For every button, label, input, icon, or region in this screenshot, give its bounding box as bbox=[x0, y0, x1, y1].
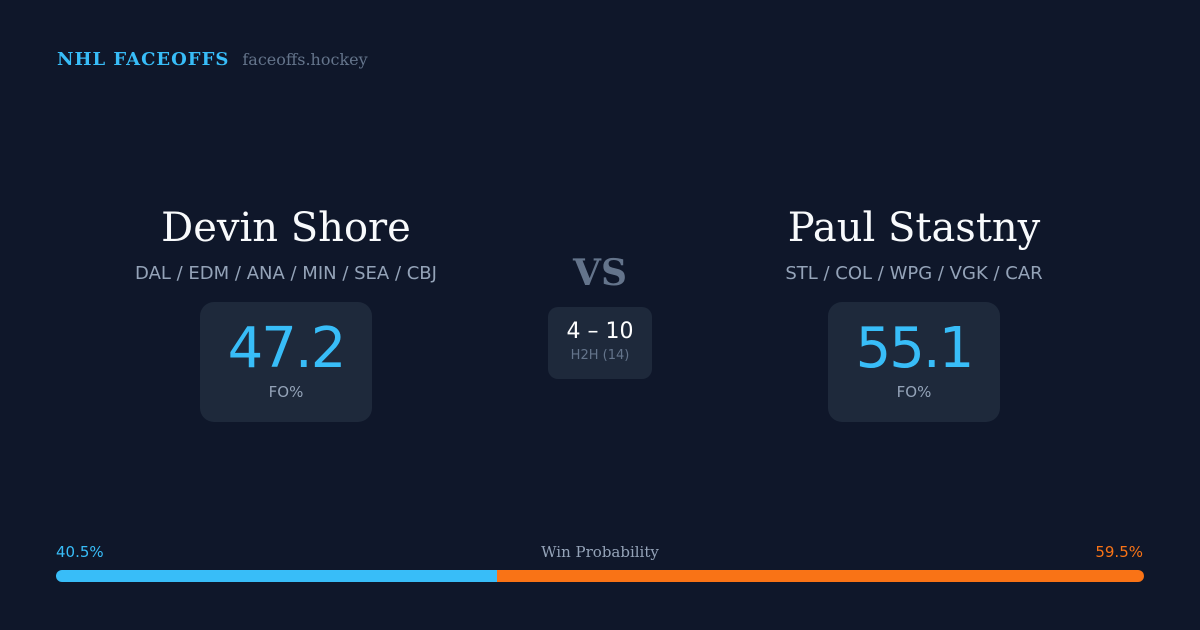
win-bar-left bbox=[56, 570, 497, 582]
win-bar-right bbox=[496, 570, 1144, 582]
fo-value: 47.2 bbox=[227, 316, 347, 381]
player-right: Paul Stastny STL / COL / WPG / VGK / CAR… bbox=[704, 205, 1124, 422]
win-right: 59.5% bbox=[1095, 543, 1143, 561]
player-name: Paul Stastny bbox=[787, 205, 1041, 251]
player-left: Devin Shore DAL / EDM / ANA / MIN / SEA … bbox=[76, 205, 496, 422]
vs-label: VS bbox=[573, 252, 627, 294]
win-label: Win Probability bbox=[541, 543, 659, 561]
h2h-label: H2H (14) bbox=[570, 348, 630, 363]
win-left: 40.5% bbox=[56, 543, 104, 561]
player-teams: DAL / EDM / ANA / MIN / SEA / CBJ bbox=[135, 263, 437, 284]
fo-value: 55.1 bbox=[855, 316, 975, 381]
fo-card: 55.1 FO% bbox=[828, 302, 1000, 422]
brand-domain: faceoffs.hockey bbox=[242, 50, 368, 69]
fo-label: FO% bbox=[896, 383, 932, 401]
win-probability-bar bbox=[56, 570, 1144, 582]
h2h-score: 4 – 10 bbox=[566, 319, 634, 344]
brand: NHL FACEOFFS faceoffs.hockey bbox=[57, 49, 368, 70]
brand-title: NHL FACEOFFS bbox=[57, 49, 230, 70]
player-teams: STL / COL / WPG / VGK / CAR bbox=[785, 263, 1043, 284]
fo-label: FO% bbox=[268, 383, 304, 401]
fo-card: 47.2 FO% bbox=[200, 302, 372, 422]
h2h-card: 4 – 10 H2H (14) bbox=[548, 307, 652, 379]
player-name: Devin Shore bbox=[161, 205, 411, 251]
